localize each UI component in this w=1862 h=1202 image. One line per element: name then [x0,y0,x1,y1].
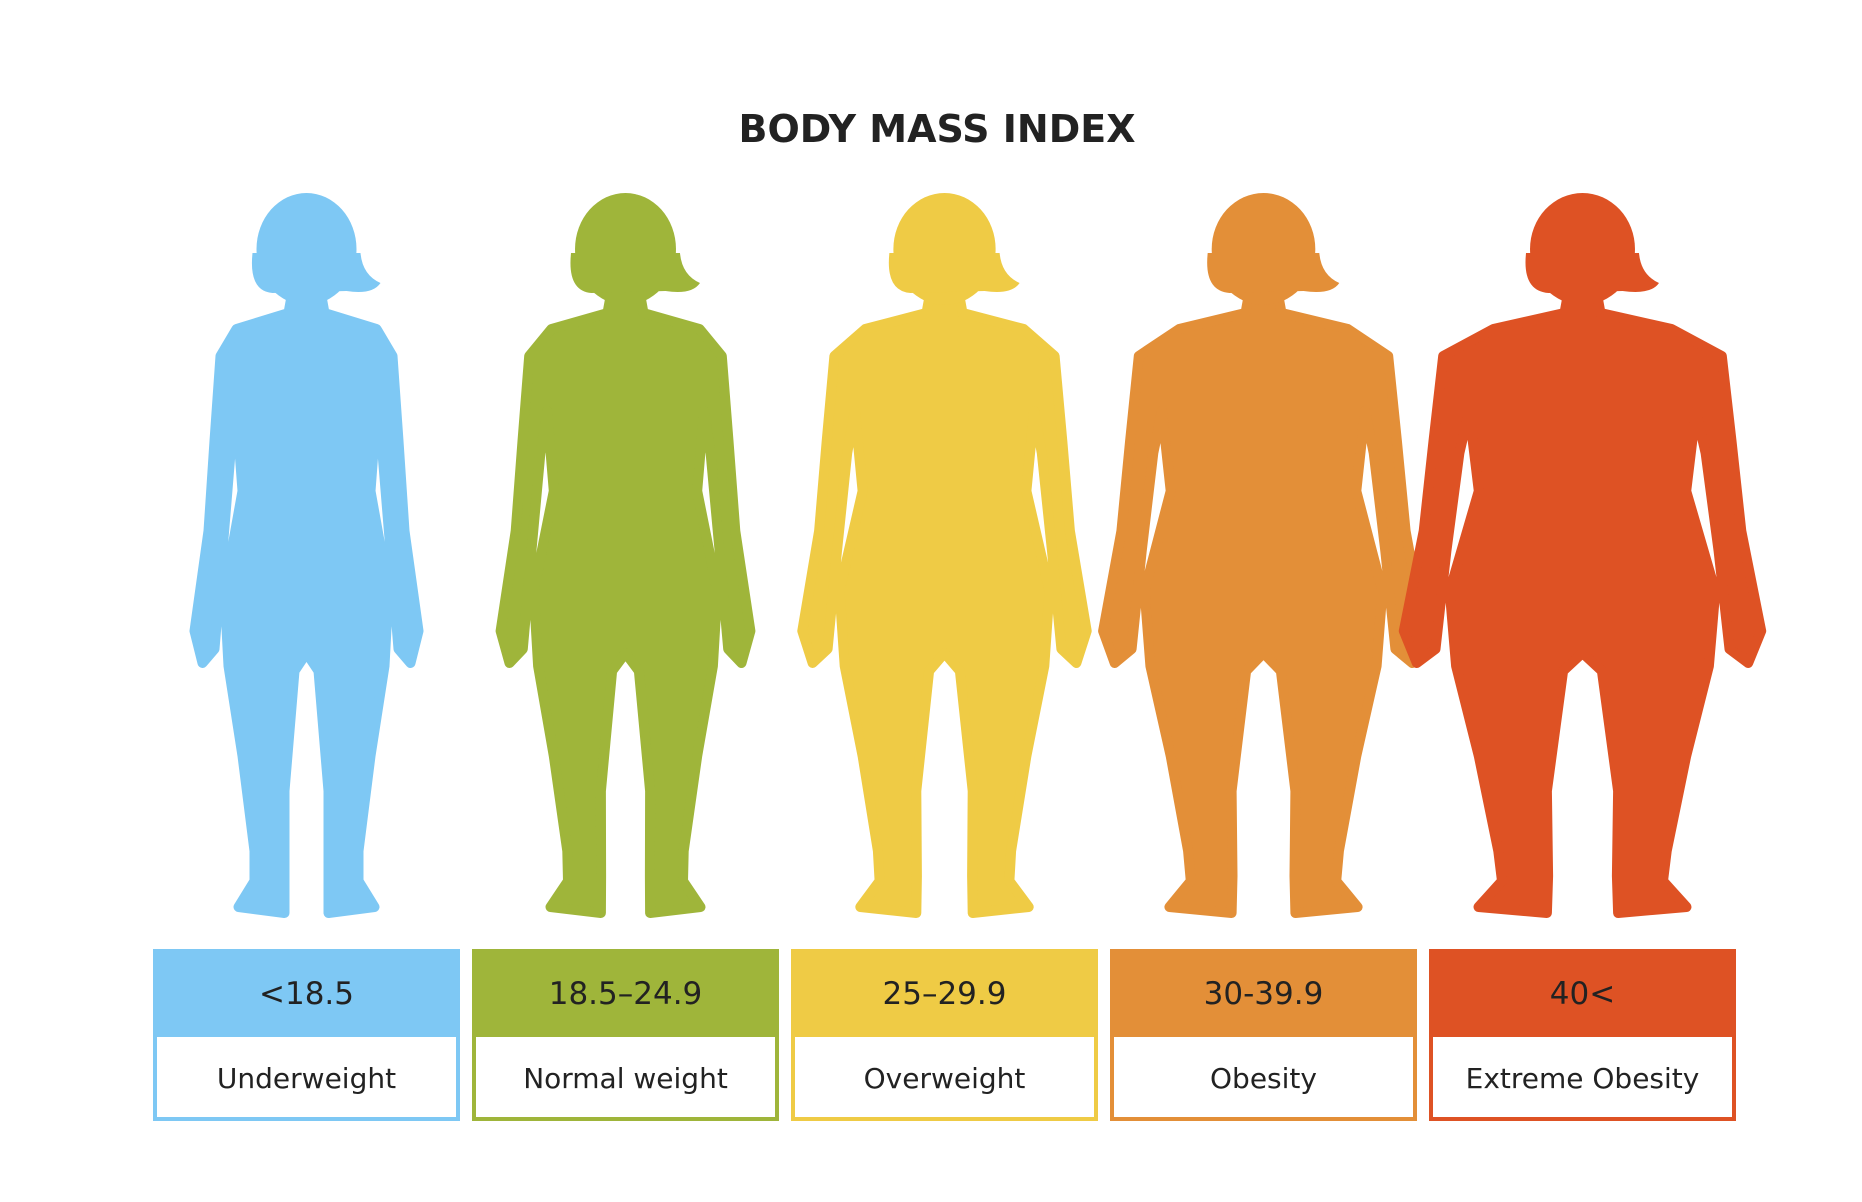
range-text: 25–29.9 [883,976,1007,1012]
range-text: 30-39.9 [1204,976,1324,1012]
hair [251,253,381,293]
hair [888,253,1020,293]
hair [570,253,700,293]
body [189,286,424,918]
label-box [1110,1033,1417,1121]
category-label: Normal weight [523,1062,728,1095]
label-box [472,1033,779,1121]
body [495,286,756,918]
figure [797,193,1092,918]
hair [1525,253,1659,293]
label-box [791,1033,1098,1121]
range-box [472,949,779,1035]
range-text: 40< [1550,976,1615,1012]
category-label: Overweight [864,1062,1026,1095]
range-text: <18.5 [259,976,354,1012]
title: BODY MASS INDEX [738,107,1135,151]
body [1098,286,1429,918]
label-box [1429,1033,1736,1121]
range-box [1429,949,1736,1035]
range-box [791,949,1098,1035]
figure [495,193,756,918]
category-label: Obesity [1210,1062,1317,1095]
figure [1098,193,1429,918]
range-text: 18.5–24.9 [549,976,703,1012]
body [797,286,1092,918]
category-label: Extreme Obesity [1466,1062,1700,1095]
range-box [1110,949,1417,1035]
hair [1207,253,1340,293]
label-box [153,1033,460,1121]
figure [1398,193,1767,918]
category-label: Underweight [217,1062,396,1095]
body [1398,286,1767,918]
range-box [153,949,460,1035]
figure [189,193,424,918]
